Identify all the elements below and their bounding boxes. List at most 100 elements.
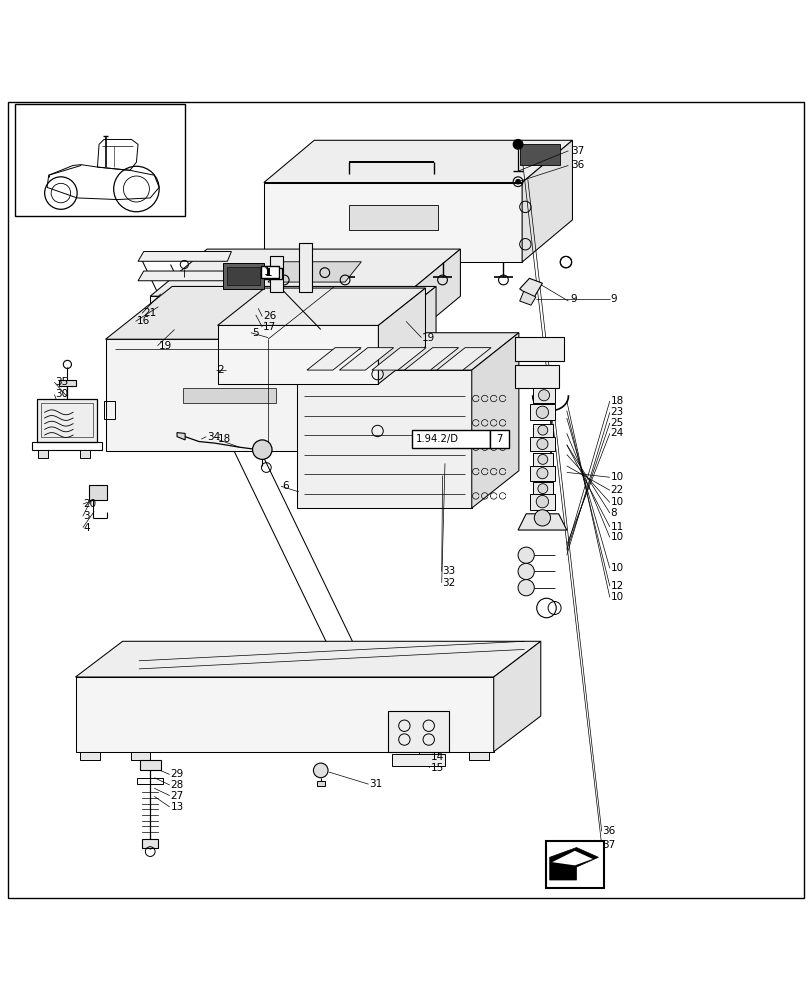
Text: 25: 25	[610, 418, 623, 428]
Circle shape	[537, 454, 547, 464]
Polygon shape	[150, 296, 403, 343]
Bar	[59, 380, 75, 386]
Bar	[80, 752, 100, 760]
Bar	[15, 104, 185, 216]
Text: 13: 13	[170, 802, 183, 812]
Polygon shape	[493, 641, 540, 752]
Text: 36: 36	[570, 160, 583, 170]
Polygon shape	[217, 288, 425, 325]
Polygon shape	[514, 365, 559, 388]
Text: 26: 26	[263, 311, 276, 321]
Text: 9: 9	[610, 294, 616, 304]
Text: 16: 16	[136, 316, 149, 326]
Polygon shape	[138, 252, 231, 261]
Polygon shape	[436, 348, 491, 370]
Text: 8: 8	[610, 508, 616, 518]
Polygon shape	[217, 325, 378, 384]
Bar	[139, 760, 161, 770]
Bar	[532, 424, 552, 437]
Polygon shape	[105, 286, 436, 339]
Polygon shape	[270, 256, 283, 292]
Text: 18: 18	[610, 396, 623, 406]
Bar	[261, 266, 279, 278]
Circle shape	[252, 440, 272, 459]
Bar	[388, 711, 448, 752]
Bar	[530, 437, 554, 451]
Circle shape	[538, 390, 549, 401]
Polygon shape	[298, 243, 311, 292]
Bar	[532, 453, 552, 466]
Bar	[41, 403, 93, 437]
Polygon shape	[177, 433, 185, 440]
Bar	[227, 267, 260, 285]
Bar	[36, 399, 97, 442]
Bar	[489, 430, 508, 448]
Text: 33: 33	[442, 566, 455, 576]
Text: 32: 32	[442, 578, 455, 588]
Bar	[469, 752, 488, 760]
Polygon shape	[307, 348, 361, 370]
Polygon shape	[519, 278, 542, 297]
Text: 7: 7	[496, 434, 502, 444]
Bar	[530, 466, 554, 481]
Bar	[142, 839, 158, 848]
Text: 21: 21	[143, 308, 156, 318]
Text: 23: 23	[610, 407, 623, 417]
Polygon shape	[268, 262, 361, 282]
Text: 37: 37	[602, 840, 615, 850]
Text: 4: 4	[84, 523, 90, 533]
Polygon shape	[369, 286, 436, 451]
Circle shape	[537, 484, 547, 494]
Text: 17: 17	[263, 322, 276, 332]
Text: 11: 11	[610, 522, 623, 532]
Text: 10: 10	[610, 592, 623, 602]
Bar	[316, 781, 324, 786]
Text: 10: 10	[610, 563, 623, 573]
Bar	[38, 450, 48, 458]
Text: 27: 27	[170, 791, 183, 801]
Circle shape	[513, 139, 522, 149]
Circle shape	[534, 510, 550, 526]
Text: 10: 10	[610, 472, 623, 482]
Bar	[530, 404, 554, 420]
Polygon shape	[403, 249, 460, 343]
Text: 1: 1	[264, 268, 271, 278]
Text: 24: 24	[610, 428, 623, 438]
Text: 19: 19	[422, 333, 435, 343]
Polygon shape	[519, 291, 535, 305]
Text: 22: 22	[610, 485, 623, 495]
Polygon shape	[551, 851, 592, 865]
Text: 1: 1	[265, 268, 272, 278]
Text: 37: 37	[570, 146, 583, 156]
Polygon shape	[150, 249, 460, 296]
Polygon shape	[138, 271, 231, 281]
Bar	[418, 752, 438, 760]
Bar	[80, 450, 90, 458]
Circle shape	[517, 563, 534, 580]
Circle shape	[536, 438, 547, 450]
Circle shape	[515, 179, 520, 184]
Bar	[545, 841, 603, 888]
Bar	[89, 485, 107, 500]
Text: 18: 18	[217, 434, 230, 444]
Text: 20: 20	[84, 499, 97, 509]
Bar	[131, 752, 150, 760]
Polygon shape	[297, 370, 471, 508]
Polygon shape	[517, 514, 566, 530]
Circle shape	[517, 580, 534, 596]
Text: 36: 36	[602, 826, 615, 836]
Text: 28: 28	[170, 780, 183, 790]
Text: 12: 12	[610, 581, 623, 591]
Polygon shape	[264, 183, 521, 262]
Text: 1: 1	[264, 267, 270, 277]
Text: 10: 10	[610, 532, 623, 542]
Polygon shape	[378, 288, 425, 384]
Text: 10: 10	[610, 497, 623, 507]
Text: 19: 19	[158, 341, 171, 351]
Polygon shape	[339, 348, 393, 370]
Circle shape	[537, 425, 547, 435]
Circle shape	[517, 547, 534, 563]
Bar	[412, 430, 489, 448]
Bar	[530, 494, 554, 510]
Bar	[349, 205, 438, 230]
